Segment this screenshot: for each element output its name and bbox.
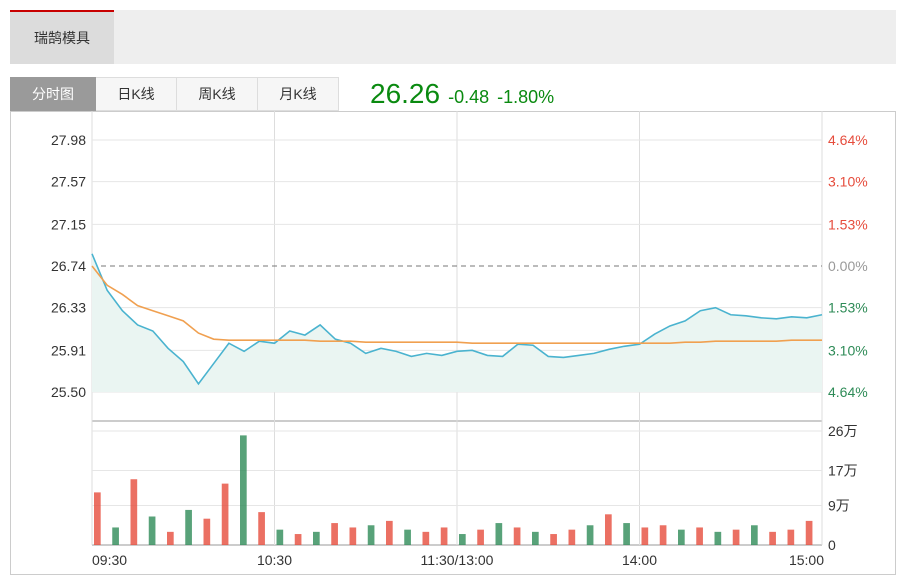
y-tick-pct-label: 4.64% xyxy=(828,132,868,148)
volume-bar xyxy=(386,520,393,545)
tab-weekly-k[interactable]: 周K线 xyxy=(177,77,258,111)
volume-bar xyxy=(313,531,320,545)
y-tick-label: 27.98 xyxy=(51,132,86,148)
volume-bar xyxy=(459,534,466,545)
volume-tick-label: 0 xyxy=(828,537,836,553)
y-tick-pct-label: 1.53% xyxy=(828,216,868,232)
price-line xyxy=(91,253,823,386)
volume-bar xyxy=(732,529,740,545)
price-change-pct: -1.80% xyxy=(497,87,555,107)
avg-price-line xyxy=(91,265,822,345)
price-area xyxy=(92,253,822,392)
x-tick-label: 09:30 xyxy=(92,552,127,568)
x-tick-label: 10:30 xyxy=(257,552,292,568)
volume-bar xyxy=(185,509,192,545)
y-tick-pct-label: 1.53% xyxy=(828,300,868,316)
volume-bar xyxy=(167,531,174,545)
y-tick-label: 25.50 xyxy=(51,384,86,400)
volume-bar xyxy=(221,483,229,545)
y-tick-label: 27.57 xyxy=(51,174,86,190)
volume-bar xyxy=(440,527,448,545)
volume-bar xyxy=(714,531,722,545)
volume-bar xyxy=(550,534,557,545)
volume-bar xyxy=(696,527,703,545)
volume-bar xyxy=(659,525,667,545)
volume-bar xyxy=(130,479,138,545)
volume-bar xyxy=(769,531,776,545)
volume-bar xyxy=(586,525,594,545)
chart-type-tabs: 分时图 日K线 周K线 月K线 xyxy=(10,77,339,111)
volume-tick-label: 26万 xyxy=(828,423,858,439)
volume-bar xyxy=(349,527,357,545)
tab-monthly-k[interactable]: 月K线 xyxy=(258,77,339,111)
volume-bar xyxy=(678,529,685,545)
volume-bar xyxy=(623,523,630,545)
volume-bar xyxy=(258,512,265,545)
current-price: 26.26 xyxy=(370,78,441,109)
volume-bar xyxy=(94,492,101,545)
volume-bar xyxy=(495,523,503,545)
volume-bar xyxy=(276,529,284,545)
stock-name-tab[interactable]: 瑞鹄模具 xyxy=(10,10,114,64)
volume-bar xyxy=(404,529,411,545)
y-tick-pct-label: 3.10% xyxy=(828,342,868,358)
y-tick-label: 25.91 xyxy=(51,342,86,358)
volume-bar xyxy=(751,525,758,545)
x-tick-label: 14:00 xyxy=(622,552,657,568)
x-tick-label: 15:00 xyxy=(789,552,824,568)
y-tick-label: 27.15 xyxy=(51,216,86,232)
quote-row: 26.26 -0.48 -1.80% xyxy=(370,78,554,112)
y-tick-pct-label: 0.00% xyxy=(828,258,868,274)
volume-bar xyxy=(367,525,375,545)
volume-bar xyxy=(513,527,521,545)
intraday-chart: 27.98 4.64% 27.57 3.10% 27.15 1.53% 26.74 0.00%… xyxy=(10,111,896,575)
volume-bar xyxy=(787,529,795,545)
volume-bar xyxy=(532,531,539,545)
volume-bar xyxy=(605,514,612,545)
volume-bar xyxy=(568,529,576,545)
y-tick-label: 26.74 xyxy=(51,258,86,274)
volume-bar xyxy=(112,527,119,545)
volume-bar xyxy=(805,520,813,545)
price-change: -0.48 xyxy=(448,87,490,107)
x-tick-label: 11:30/13:00 xyxy=(421,552,494,568)
volume-bar xyxy=(422,531,430,545)
volume-bar xyxy=(477,529,484,545)
volume-bar xyxy=(240,435,247,545)
volume-bar xyxy=(148,516,156,545)
stock-tab-bar xyxy=(10,10,896,64)
volume-tick-label: 9万 xyxy=(828,498,850,514)
volume-bar xyxy=(331,523,338,545)
volume-bar xyxy=(203,518,211,545)
y-tick-label: 26.33 xyxy=(51,300,86,316)
tab-daily-k[interactable]: 日K线 xyxy=(96,77,177,111)
volume-bar xyxy=(641,527,649,545)
axis-tick-labels: 27.98 4.64% 27.57 3.10% 27.15 1.53% 26.74 0.00%… xyxy=(51,132,868,568)
tab-intraday[interactable]: 分时图 xyxy=(10,77,96,111)
y-tick-pct-label: 4.64% xyxy=(828,384,868,400)
volume-tick-label: 17万 xyxy=(828,462,858,478)
y-tick-pct-label: 3.10% xyxy=(828,174,868,190)
stock-name-label: 瑞鹄模具 xyxy=(34,30,90,46)
chart-marks xyxy=(91,253,823,545)
volume-bar xyxy=(294,534,302,545)
